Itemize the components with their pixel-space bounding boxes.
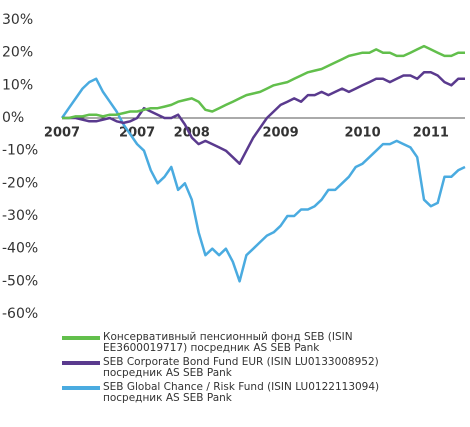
y-tick-label: -30%: [2, 208, 38, 224]
series-line: [60, 77, 466, 283]
x-tick-label: 2008: [174, 126, 210, 141]
legend-label: SEB Global Chance / Risk Fund (ISIN LU01…: [103, 381, 380, 404]
legend-item: Консервативный пенсионный фонд SEB (ISIN…: [62, 332, 462, 354]
legend-swatch: [62, 386, 100, 390]
y-tick-label: 10%: [2, 77, 33, 93]
y-tick-label: 30%: [2, 12, 33, 28]
legend-label: Консервативный пенсионный фонд SEB (ISIN…: [103, 331, 353, 354]
legend-label: SEB Corporate Bond Fund EUR (ISIN LU0133…: [103, 356, 379, 379]
legend-swatch: [62, 336, 100, 340]
y-tick-label: -60%: [2, 306, 38, 322]
x-tick-label: 2011: [413, 126, 449, 141]
y-tick-label: -20%: [2, 175, 38, 191]
series-line: [62, 44, 465, 120]
x-tick-label: 2010: [344, 126, 380, 141]
y-tick-label: 20%: [2, 45, 33, 61]
legend-swatch: [62, 361, 100, 365]
legend-item: SEB Global Chance / Risk Fund (ISIN LU01…: [62, 382, 462, 404]
chart: 30% 20% 10% 0% -10% -20% -30% -40% -50% -60% 2007 2…: [2, 12, 466, 322]
series-line: [62, 71, 465, 165]
legend: Консервативный пенсионный фонд SEB (ISIN…: [62, 332, 462, 407]
legend-item: SEB Corporate Bond Fund EUR (ISIN LU0133…: [62, 357, 462, 379]
y-tick-label: -40%: [2, 241, 38, 257]
y-tick-label: -50%: [2, 273, 38, 289]
y-tick-label: -10%: [2, 143, 38, 159]
y-tick-label: 0%: [2, 110, 24, 126]
x-tick-label: 2009: [262, 126, 298, 141]
x-tick-label: 2007: [44, 126, 80, 141]
